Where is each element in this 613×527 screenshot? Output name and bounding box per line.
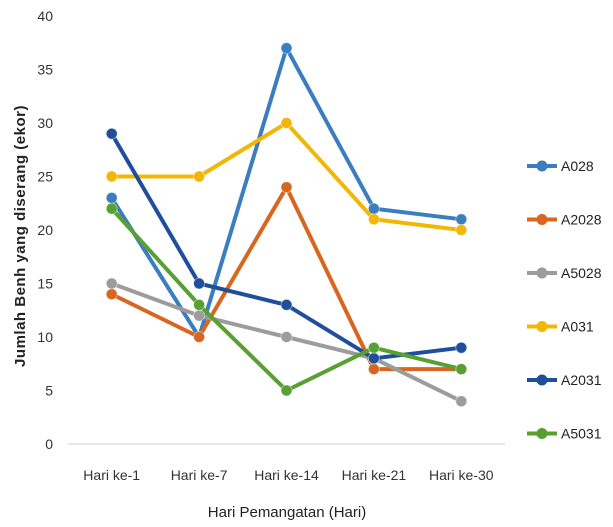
series-lines (105, 42, 468, 408)
data-point (455, 395, 468, 408)
data-point (455, 224, 468, 236)
data-point (105, 288, 118, 301)
legend-label: A028 (561, 158, 594, 174)
data-point (280, 117, 293, 129)
data-point (193, 277, 206, 290)
data-point (367, 363, 380, 376)
data-point (367, 213, 380, 226)
data-point (280, 181, 293, 194)
y-tick-label: 20 (37, 222, 53, 238)
y-axis-title: Jumlah Benh yang diserang (ekor) (12, 105, 29, 367)
legend-swatch-marker (536, 160, 548, 172)
legend-label: A5031 (561, 426, 602, 442)
data-point (105, 191, 118, 204)
x-tick-label: Hari ke-7 (171, 467, 228, 483)
legend-label: A2031 (561, 372, 602, 388)
legend-swatch-marker (536, 374, 548, 386)
y-tick-label: 5 (45, 383, 53, 399)
x-tick-label: Hari ke-1 (83, 467, 140, 483)
data-point (105, 202, 118, 215)
legend-swatch-marker (536, 267, 548, 279)
y-axis: 0 5 10 15 20 25 30 35 40 (37, 8, 53, 452)
series-A5031 (105, 202, 468, 397)
data-point (455, 213, 468, 226)
data-point (367, 341, 380, 354)
legend-swatch-marker (536, 214, 548, 225)
x-tick-label: Hari ke-30 (429, 467, 494, 483)
x-tick-label: Hari ke-14 (254, 467, 319, 483)
legend-item: A5031 (527, 426, 602, 442)
legend: A028 A2028 A5028 A031 A2031 A5031 (527, 158, 602, 442)
data-point (193, 298, 206, 311)
y-tick-label: 35 (37, 62, 53, 78)
y-tick-label: 10 (37, 329, 53, 345)
legend-item: A2031 (527, 372, 602, 388)
y-tick-label: 30 (37, 115, 53, 131)
series-line (109, 131, 464, 361)
data-point (455, 363, 468, 376)
series-A031 (105, 117, 468, 236)
y-tick-label: 15 (37, 276, 53, 292)
legend-swatch-marker (536, 321, 548, 332)
x-axis-title: Hari Pemangatan (Hari) (208, 504, 366, 521)
legend-item: A2028 (527, 212, 602, 228)
data-point (105, 277, 118, 290)
legend-item: A031 (527, 319, 594, 335)
legend-item: A028 (527, 158, 594, 174)
data-point (455, 341, 468, 354)
data-point (280, 331, 293, 343)
data-point (280, 384, 293, 397)
y-tick-label: 25 (37, 169, 53, 185)
data-point (105, 127, 118, 140)
legend-label: A5028 (561, 265, 602, 281)
legend-item: A5028 (527, 265, 602, 281)
y-tick-label: 0 (45, 436, 53, 452)
data-point (280, 298, 293, 311)
data-point (193, 170, 206, 183)
data-point (193, 309, 206, 322)
y-tick-label: 40 (37, 8, 53, 24)
data-point (105, 170, 118, 183)
legend-swatch-marker (536, 428, 548, 439)
legend-label: A2028 (561, 212, 602, 228)
x-axis: Hari ke-1 Hari ke-7 Hari ke-14 Hari ke-21 Ha… (68, 443, 505, 483)
x-tick-label: Hari ke-21 (342, 467, 407, 483)
legend-label: A031 (561, 319, 594, 335)
data-point (367, 352, 380, 365)
data-point (193, 331, 206, 343)
data-point (280, 42, 293, 54)
series-A2031 (105, 127, 468, 365)
